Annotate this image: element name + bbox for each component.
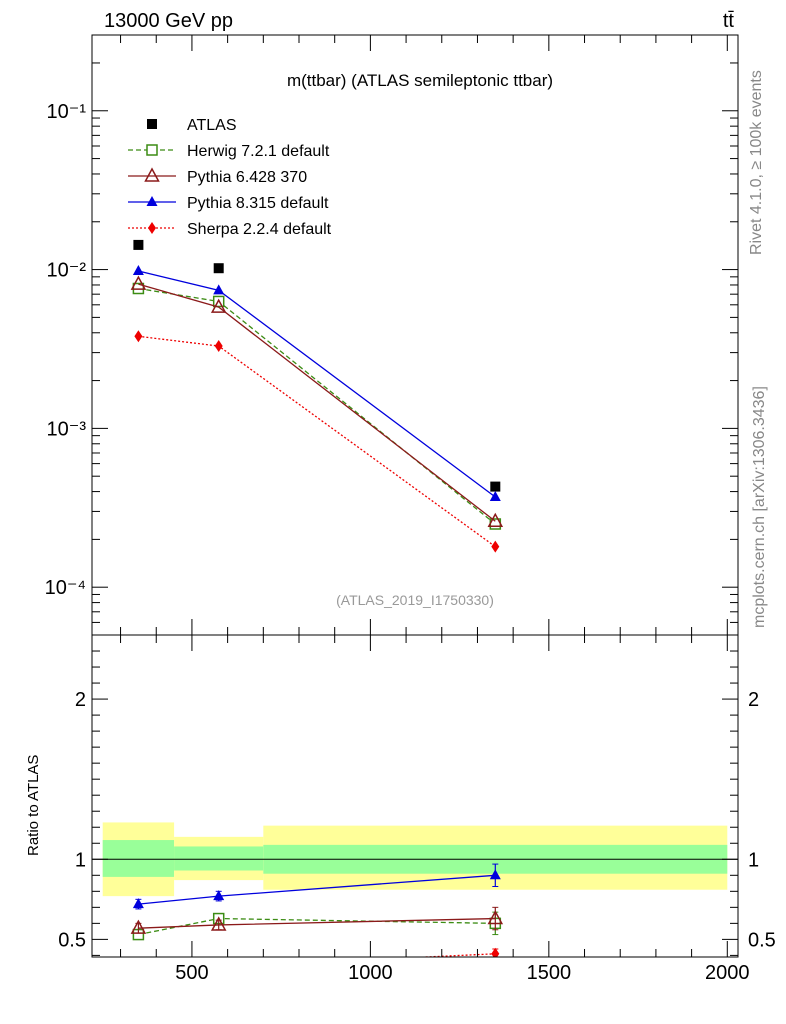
herwig-legend-label: Herwig 7.2.1 default bbox=[187, 143, 330, 160]
main-y-tick-label: 10⁻⁴ bbox=[45, 577, 86, 599]
pythia6-ratio-point bbox=[210, 916, 227, 931]
pythia6-main-point bbox=[210, 298, 227, 313]
legend: ATLAS Herwig 7.2.1 default Pythia 6.428 37… bbox=[128, 117, 332, 238]
pythia6-main-line bbox=[138, 283, 496, 522]
ratio-y-tick-label-right: 1 bbox=[748, 849, 759, 871]
main-y-tick-label: 10⁻¹ bbox=[47, 101, 87, 123]
ratio-y-tick-label-right: 2 bbox=[748, 689, 759, 711]
x-tick-label: 1000 bbox=[348, 962, 393, 984]
pythia6-main-point bbox=[487, 512, 504, 528]
sherpa-main-point bbox=[491, 540, 500, 553]
pythia8-ratio-point bbox=[132, 898, 144, 909]
pythia6-legend-label: Pythia 6.428 370 bbox=[187, 169, 307, 186]
sherpa-ratio-point bbox=[215, 961, 223, 973]
pythia8-main-point bbox=[489, 490, 501, 501]
x-tick-label: 2000 bbox=[705, 962, 750, 984]
process-label: tt̄ bbox=[723, 10, 735, 32]
ratio-frame bbox=[91, 634, 739, 958]
atlas-legend-marker bbox=[147, 119, 157, 129]
sherpa-legend-label: Sherpa 2.2.4 default bbox=[187, 221, 332, 238]
energy-label: 13000 GeV pp bbox=[104, 10, 233, 32]
atlas-legend-label: ATLAS bbox=[187, 117, 237, 134]
pythia6-main-point bbox=[130, 275, 147, 290]
ratio-series-group bbox=[130, 863, 504, 982]
ratio-panel: 0.5 0.5 1 1 2 2 500 1000 1500 2000 Ratio to ATLAS bbox=[25, 634, 776, 984]
pythia6-ratio-point bbox=[487, 909, 504, 925]
sherpa-main-point bbox=[214, 340, 223, 353]
pythia8-legend-label: Pythia 8.315 default bbox=[187, 195, 329, 212]
main-series-group bbox=[130, 239, 504, 553]
herwig-legend-marker bbox=[146, 144, 158, 156]
pythia8-main-point bbox=[132, 264, 144, 275]
x-tick-label: 500 bbox=[175, 962, 208, 984]
sherpa-ratio-point bbox=[134, 970, 142, 982]
ratio-y-tick-label-left: 0.5 bbox=[58, 929, 86, 951]
sherpa-legend-marker bbox=[148, 222, 156, 234]
pythia6-ratio-point bbox=[130, 919, 147, 934]
main-panel: 10⁻⁴ 10⁻³ 10⁻² 10⁻¹ m(ttbar) (ATLAS semilep… bbox=[45, 34, 739, 636]
pythia8-legend-marker bbox=[146, 196, 158, 206]
atlas-main-point bbox=[490, 481, 501, 492]
ratio-uncertainty-bands bbox=[92, 822, 738, 897]
ratio-y-axis-label: Ratio to ATLAS bbox=[25, 755, 42, 856]
sherpa-main-point bbox=[134, 330, 143, 343]
ratio-axis-ticks: 0.5 0.5 1 1 2 2 500 1000 1500 2000 bbox=[58, 634, 776, 984]
pythia8-main-point bbox=[213, 284, 225, 295]
ratio-y-tick-label-left: 2 bbox=[75, 689, 86, 711]
herwig-main-line bbox=[138, 287, 496, 525]
ratio-inner-band bbox=[174, 846, 264, 871]
chart-title: m(ttbar) (ATLAS semileptonic ttbar) bbox=[287, 71, 553, 90]
x-tick-label: 1500 bbox=[527, 962, 572, 984]
analysis-annotation: (ATLAS_2019_I1750330) bbox=[336, 592, 494, 608]
atlas-main-point bbox=[213, 263, 224, 274]
pythia8-ratio-point bbox=[489, 869, 501, 880]
main-axis-ticks: 10⁻⁴ 10⁻³ 10⁻² 10⁻¹ bbox=[45, 35, 738, 636]
rivet-label: Rivet 4.1.0, ≥ 100k events bbox=[748, 70, 765, 255]
pythia8-ratio-point bbox=[213, 890, 225, 901]
main-y-tick-label: 10⁻² bbox=[47, 260, 87, 282]
ratio-y-tick-label-right: 0.5 bbox=[748, 929, 776, 951]
atlas-main-point bbox=[133, 239, 144, 250]
ratio-inner-band bbox=[102, 840, 175, 877]
pythia6-legend-marker bbox=[144, 167, 160, 182]
sherpa-main-line bbox=[138, 335, 496, 548]
ratio-y-tick-label-left: 1 bbox=[75, 849, 86, 871]
mcplots-label: mcplots.cern.ch [arXiv:1306.3436] bbox=[751, 386, 768, 628]
pythia8-main-line bbox=[138, 270, 496, 498]
main-y-tick-label: 10⁻³ bbox=[47, 418, 87, 440]
sherpa-ratio-point bbox=[491, 947, 500, 957]
